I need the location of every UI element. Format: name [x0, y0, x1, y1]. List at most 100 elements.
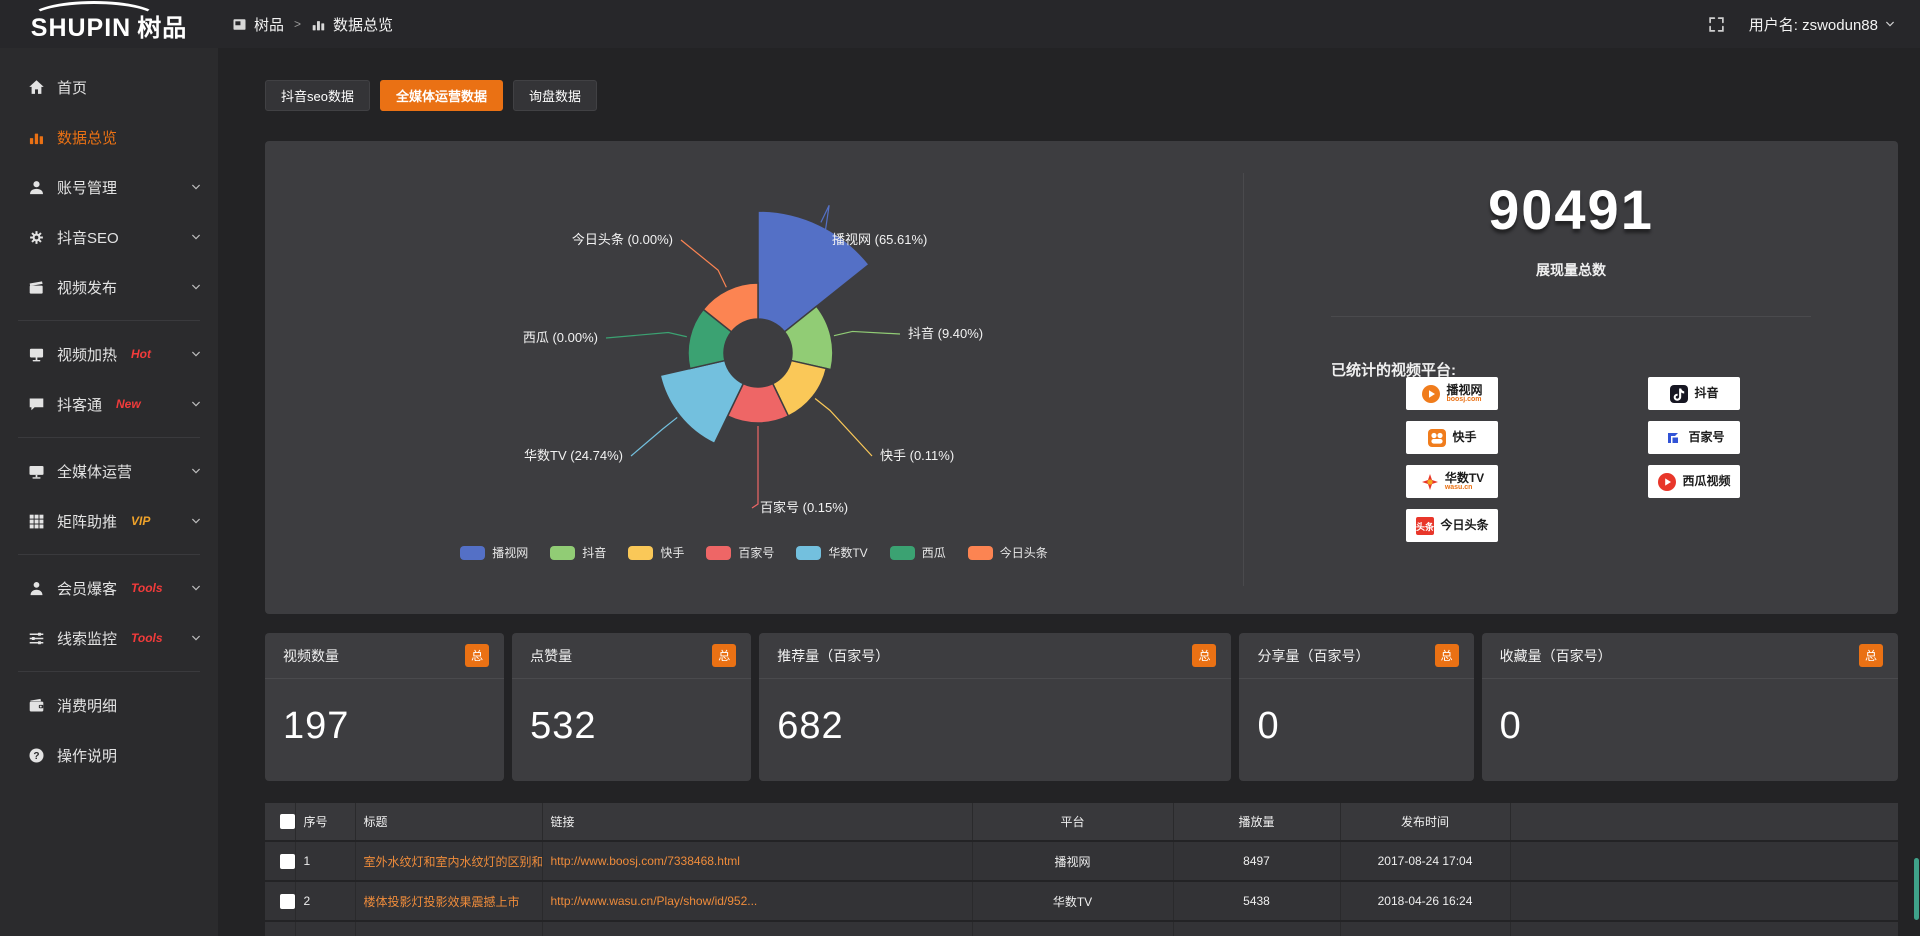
legend-item-6[interactable]: 今日头条 — [967, 544, 1048, 561]
pie-slice-0[interactable] — [757, 210, 871, 333]
select-all-checkbox[interactable] — [280, 814, 295, 829]
total-badge[interactable]: 总 — [1192, 644, 1217, 667]
legend-swatch — [706, 545, 732, 560]
pie-label-6: 今日头条 (0.00%) — [572, 232, 673, 247]
sidebar-item-label: 数据总览 — [57, 129, 118, 147]
page-scrollbar-thumb[interactable] — [1914, 858, 1919, 920]
sidebar-item-sliders[interactable]: 线索监控 Tools — [0, 613, 218, 663]
stat-card-value: 0 — [1257, 705, 1280, 747]
chevron-down-icon — [190, 231, 202, 243]
sidebar-item-wallet[interactable]: 消费明细 — [0, 680, 218, 730]
pie-label-line-1 — [833, 330, 901, 337]
row-checkbox[interactable] — [280, 853, 295, 869]
pie-slice-6[interactable] — [702, 282, 759, 333]
wasu-icon — [1420, 472, 1440, 492]
pie-slice-1[interactable] — [783, 305, 834, 371]
sidebar-item-tag: Tools — [131, 631, 163, 645]
legend-swatch — [550, 545, 576, 560]
legend-item-3[interactable]: 百家号 — [706, 544, 774, 561]
row-checkbox[interactable] — [280, 893, 295, 909]
sidebar-divider — [18, 671, 200, 672]
cell-link: http://www.boosj.com/7338468.html — [541, 841, 972, 882]
cell-published: 2018-04-26 16:24 — [1339, 881, 1510, 922]
douyin-icon — [1669, 384, 1689, 404]
legend-label: 西瓜 — [921, 546, 946, 560]
pie-label-line-2 — [814, 398, 873, 457]
legend-item-4[interactable]: 华数TV — [796, 544, 868, 561]
table-header-row: 序号 标题 链接 平台 播放量 发布时间 — [265, 803, 1898, 842]
sidebar-item-question[interactable]: ? 操作说明 — [0, 730, 218, 780]
total-badge[interactable]: 总 — [465, 644, 490, 667]
cell-platform — [971, 921, 1173, 936]
stat-card-title: 分享量（百家号） — [1257, 647, 1370, 664]
video-url-link[interactable]: http://www.wasu.cn/Play/show/id/952... — [550, 894, 758, 908]
home-icon — [28, 79, 45, 96]
sidebar-item-home[interactable]: 首页 — [0, 62, 218, 112]
stat-card-4: 收藏量（百家号） 总 0 — [1481, 633, 1899, 781]
tab-2[interactable]: 询盘数据 — [512, 80, 597, 111]
chevron-down-icon — [190, 465, 202, 477]
pie-slice-4[interactable] — [659, 359, 745, 445]
total-badge[interactable]: 总 — [1434, 644, 1459, 667]
sidebar-item-label: 视频发布 — [57, 279, 118, 297]
sidebar-item-grid[interactable]: 矩阵助推 VIP — [0, 496, 218, 546]
platform-name: 抖音 — [1694, 386, 1719, 401]
total-impressions-label: 展现量总数 — [1536, 262, 1606, 278]
total-badge[interactable]: 总 — [712, 644, 737, 667]
sidebar-item-label: 线索监控 — [57, 630, 118, 648]
pie-slice-2[interactable] — [771, 359, 828, 418]
chat-icon — [28, 396, 45, 413]
total-impressions-value: 90491 — [1488, 178, 1654, 241]
pie-slice-3[interactable] — [726, 382, 790, 424]
video-title-link[interactable]: 室外水纹灯和室内水纹灯的区别和简介 — [363, 854, 543, 869]
legend-item-5[interactable]: 西瓜 — [889, 544, 946, 561]
user-menu[interactable]: 用户名: zswodun88 — [1749, 14, 1896, 35]
fullscreen-icon[interactable] — [1708, 16, 1725, 33]
stat-card-value: 682 — [777, 705, 844, 747]
chevron-down-icon — [190, 515, 202, 527]
legend-label: 快手 — [660, 546, 685, 560]
video-title-link[interactable]: 楼体投影灯投影效果震撼上市 — [363, 894, 520, 909]
legend-item-2[interactable]: 快手 — [628, 544, 684, 561]
sidebar-item-monitor[interactable]: 全媒体运营 — [0, 446, 218, 496]
chevron-down-icon — [190, 632, 202, 644]
sidebar-item-gear[interactable]: 抖音SEO — [0, 212, 218, 262]
sidebar-item-bar-chart[interactable]: 数据总览 — [0, 112, 218, 162]
sidebar-item-clapper[interactable]: 视频发布 — [0, 262, 218, 312]
sidebar-item-chat[interactable]: 抖客通 New — [0, 379, 218, 429]
stat-card-3: 分享量（百家号） 总 0 — [1239, 633, 1474, 781]
total-badge[interactable]: 总 — [1859, 644, 1884, 667]
kuaishou-icon — [1427, 428, 1447, 448]
stat-card-1: 点赞量 总 532 — [512, 633, 752, 781]
topbar: SHUPIN 树品 树品 > 数据总览 用户名: zswodun88 — [0, 0, 1920, 48]
col-header: 序号 — [294, 803, 355, 842]
tab-0[interactable]: 抖音seo数据 — [265, 80, 370, 111]
cell-index: 1 — [294, 841, 355, 882]
video-url-link[interactable]: http://www.boosj.com/7338468.html — [550, 854, 740, 868]
toutiao-icon: 头条 — [1415, 516, 1435, 536]
sidebar-item-person[interactable]: 会员爆客 Tools — [0, 563, 218, 613]
breadcrumb-item-root[interactable]: 树品 — [254, 16, 285, 34]
sidebar-item-screen[interactable]: 视频加热 Hot — [0, 329, 218, 379]
legend-item-1[interactable]: 抖音 — [550, 544, 606, 561]
legend-label: 今日头条 — [999, 546, 1048, 560]
monitor-icon — [28, 463, 45, 480]
sidebar-item-tag: Tools — [131, 581, 163, 595]
platform-name: 快手 — [1452, 430, 1477, 445]
legend-item-0[interactable]: 播视网 — [460, 544, 528, 561]
grid-icon — [28, 513, 45, 530]
svg-text:头条: 头条 — [1416, 520, 1435, 531]
sidebar-item-label: 全媒体运营 — [57, 463, 133, 481]
pie-label-3: 百家号 (0.15%) — [760, 500, 848, 515]
breadcrumb-item-current[interactable]: 数据总览 — [333, 16, 394, 34]
stat-card-2: 推荐量（百家号） 总 682 — [759, 633, 1232, 781]
table-row — [265, 921, 1898, 936]
legend-swatch — [796, 545, 822, 560]
cell-index: 2 — [294, 881, 355, 922]
sidebar-item-label: 矩阵助推 — [57, 513, 118, 531]
pie-slice-5[interactable] — [687, 308, 733, 370]
sidebar: 首页数据总览账号管理抖音SEO 视频发布视频加热 Hot 抖客通 New 全媒体运营矩阵助… — [0, 48, 218, 936]
tab-1[interactable]: 全媒体运营数据 — [379, 80, 503, 111]
sidebar-item-user[interactable]: 账号管理 — [0, 162, 218, 212]
sidebar-item-label: 账号管理 — [57, 179, 118, 197]
